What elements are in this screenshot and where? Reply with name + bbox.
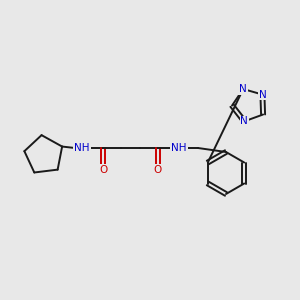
Text: N: N — [259, 89, 266, 100]
Text: O: O — [154, 165, 162, 175]
Text: NH: NH — [171, 143, 187, 153]
Text: N: N — [240, 116, 248, 126]
Text: O: O — [99, 165, 107, 175]
Text: NH: NH — [74, 143, 90, 153]
Text: N: N — [239, 84, 247, 94]
